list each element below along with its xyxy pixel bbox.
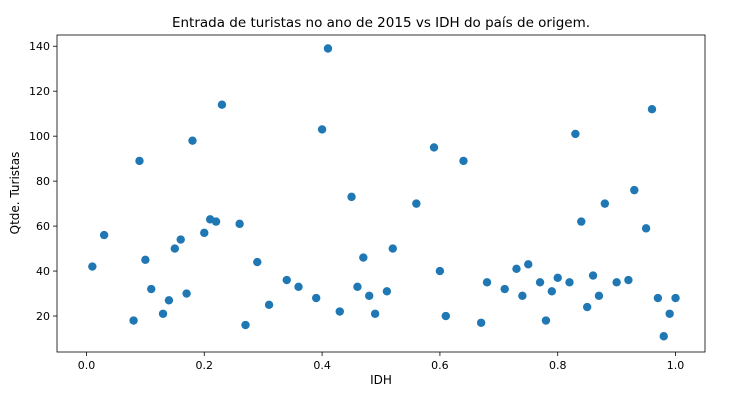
data-point xyxy=(588,271,598,280)
data-point xyxy=(99,230,109,240)
x-tick-label: 0.0 xyxy=(78,359,96,372)
x-axis: 0.0 0.2 0.4 0.6 0.8 1.0 xyxy=(78,352,685,372)
data-point xyxy=(312,293,321,303)
data-point xyxy=(435,266,445,276)
data-point xyxy=(612,278,621,287)
data-point xyxy=(553,273,562,283)
data-point xyxy=(241,320,250,330)
data-point xyxy=(217,100,227,109)
data-point xyxy=(582,302,592,312)
data-point xyxy=(671,293,680,303)
data-point xyxy=(653,293,663,303)
data-point xyxy=(476,318,486,327)
data-point xyxy=(158,309,168,318)
x-tick-label: 0.6 xyxy=(431,359,449,372)
y-tick-label: 60 xyxy=(36,220,50,233)
data-point xyxy=(176,235,185,244)
data-point xyxy=(135,156,144,166)
data-point xyxy=(388,244,397,253)
data-point xyxy=(482,278,492,287)
data-point xyxy=(347,192,356,202)
data-point xyxy=(565,278,574,287)
data-point xyxy=(370,309,380,318)
data-point xyxy=(541,316,551,325)
x-tick-label: 0.4 xyxy=(313,359,331,372)
data-point xyxy=(323,44,333,53)
data-point xyxy=(365,291,374,300)
data-point xyxy=(500,284,509,294)
data-points xyxy=(88,44,680,341)
data-point xyxy=(577,217,586,226)
data-point xyxy=(624,275,633,285)
y-tick-label: 40 xyxy=(36,265,50,278)
data-point xyxy=(264,300,274,309)
data-point xyxy=(594,291,604,300)
chart-title: Entrada de turistas no ano de 2015 vs ID… xyxy=(172,15,590,31)
plot-area xyxy=(56,34,706,353)
x-tick-label: 1.0 xyxy=(667,359,685,372)
data-point xyxy=(335,307,344,316)
data-point xyxy=(359,253,368,262)
x-tick-label: 0.8 xyxy=(549,359,567,372)
data-point xyxy=(429,143,439,152)
data-point xyxy=(647,104,657,114)
data-point xyxy=(317,125,327,134)
y-axis-label: Qtde. Turistas xyxy=(8,152,22,235)
y-tick-label: 20 xyxy=(36,310,50,323)
data-point xyxy=(571,129,580,139)
data-point xyxy=(665,309,674,318)
data-point xyxy=(659,332,668,341)
data-point xyxy=(600,199,610,208)
data-point xyxy=(170,244,180,253)
data-point xyxy=(630,185,639,195)
data-point xyxy=(441,311,450,321)
data-point xyxy=(382,287,392,296)
data-point xyxy=(459,156,468,166)
data-point xyxy=(141,255,150,265)
data-point xyxy=(211,217,221,226)
data-point xyxy=(235,219,244,229)
data-point xyxy=(412,199,421,208)
data-point xyxy=(182,289,191,298)
y-tick-label: 120 xyxy=(29,85,50,98)
data-point xyxy=(129,316,138,325)
data-point xyxy=(547,287,557,296)
x-axis-label: IDH xyxy=(370,373,392,387)
data-point xyxy=(641,224,651,233)
data-point xyxy=(164,296,174,305)
data-point xyxy=(524,260,533,269)
data-point xyxy=(353,282,362,292)
data-point xyxy=(200,228,209,238)
y-tick-label: 80 xyxy=(36,175,50,188)
y-axis: 20 40 60 80 100 120 140 xyxy=(29,40,57,323)
data-point xyxy=(294,282,303,292)
data-point xyxy=(253,257,262,267)
y-tick-label: 100 xyxy=(29,130,50,143)
y-tick-label: 140 xyxy=(29,40,50,53)
data-point xyxy=(282,275,291,285)
x-tick-label: 0.2 xyxy=(196,359,214,372)
data-point xyxy=(512,264,521,274)
data-point xyxy=(535,278,545,287)
data-point xyxy=(147,284,156,294)
data-point xyxy=(88,262,97,271)
data-point xyxy=(518,291,527,300)
data-point xyxy=(188,136,197,145)
